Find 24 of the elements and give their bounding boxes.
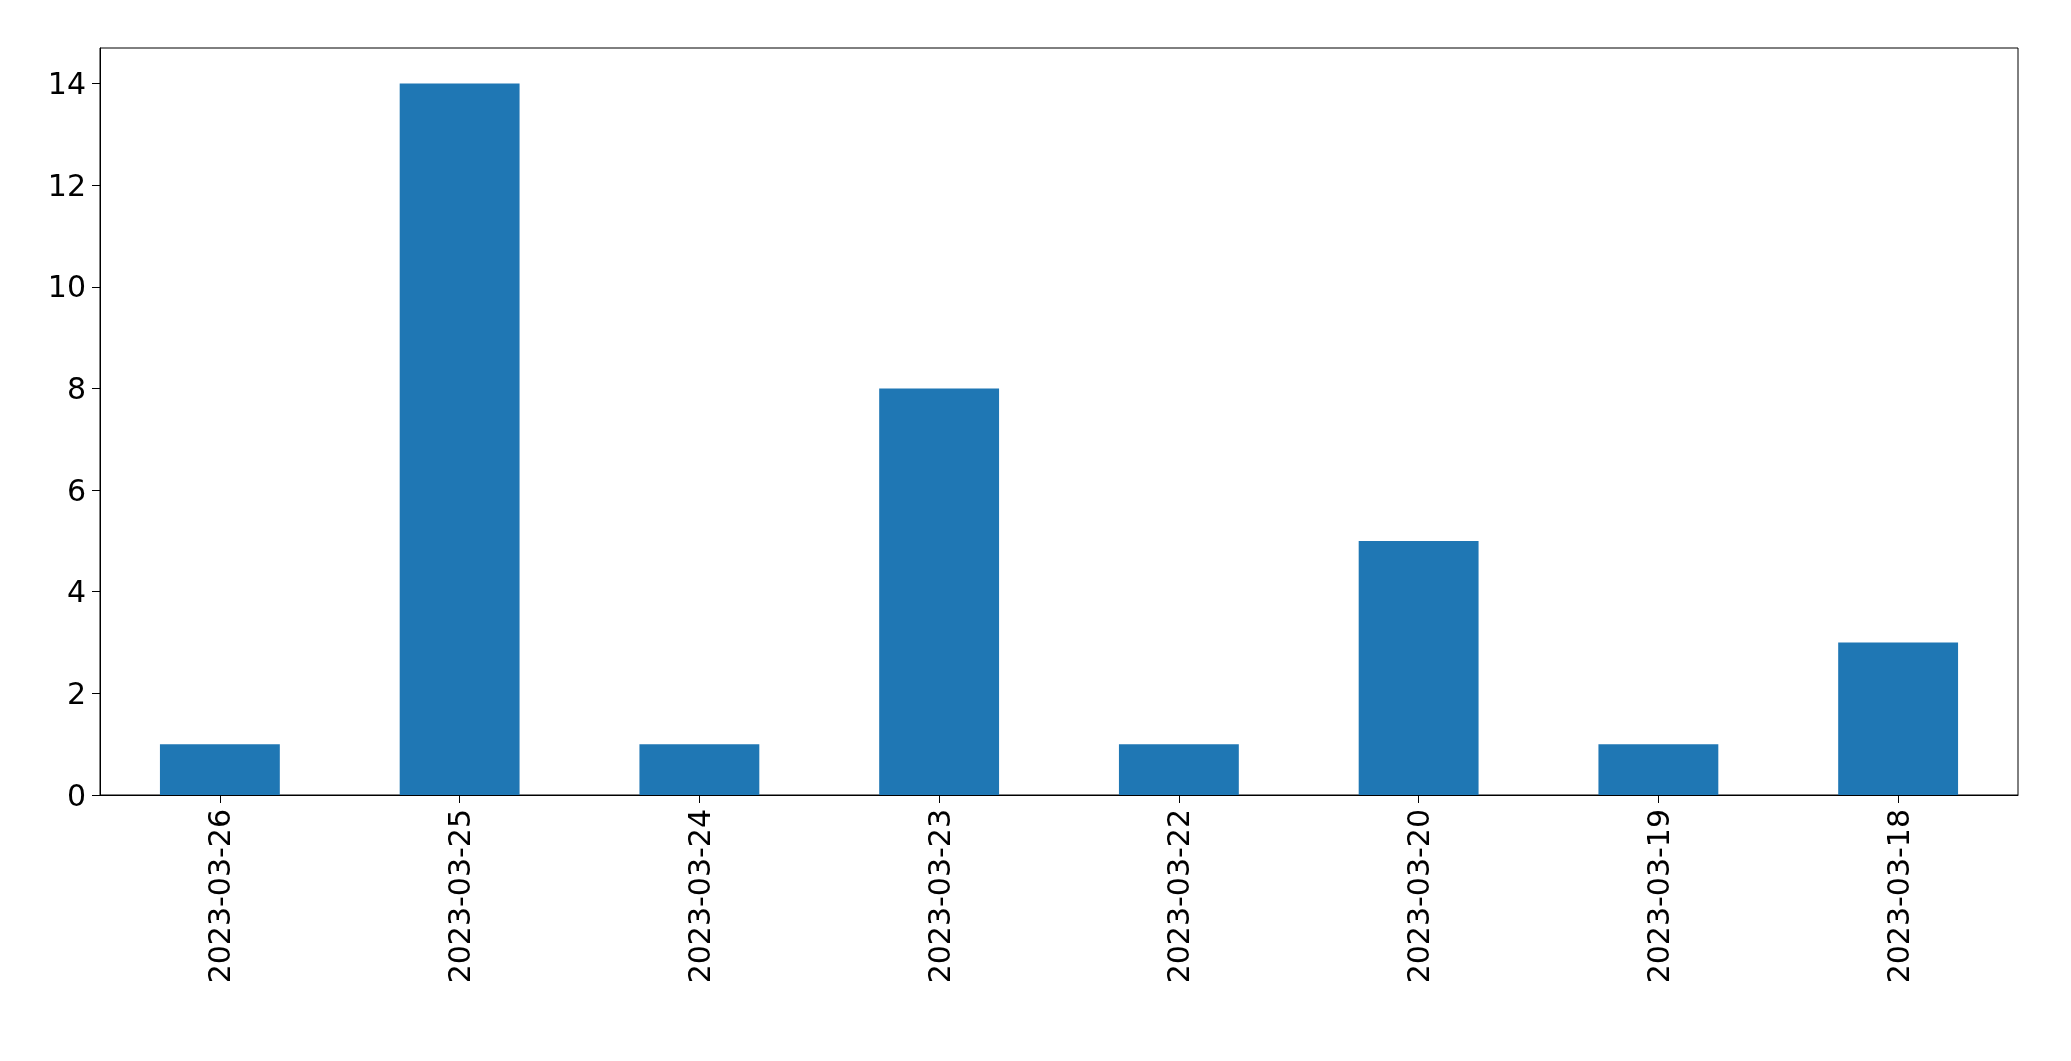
x-tick-label: 2023-03-25 [442, 809, 478, 984]
y-tick-label: 4 [66, 574, 86, 610]
y-tick-label: 8 [66, 370, 86, 406]
x-tick-label: 2023-03-19 [1640, 809, 1676, 984]
y-tick-label: 0 [66, 777, 86, 813]
x-tick-label: 2023-03-18 [1880, 809, 1916, 984]
bar [879, 388, 1000, 795]
bar [1838, 642, 1959, 795]
y-tick-label: 10 [47, 269, 86, 305]
x-tick-label: 2023-03-20 [1401, 809, 1437, 984]
y-tick-label: 6 [66, 472, 86, 508]
bar [1118, 744, 1239, 795]
bar [1358, 540, 1479, 795]
bar [399, 83, 520, 795]
bar [639, 744, 760, 795]
y-tick-label: 14 [47, 66, 86, 102]
x-tick-label: 2023-03-22 [1161, 809, 1197, 984]
bar [159, 744, 280, 795]
bar [1598, 744, 1719, 795]
y-tick-label: 2 [66, 675, 86, 711]
x-tick-label: 2023-03-23 [921, 809, 957, 984]
x-tick-label: 2023-03-24 [681, 809, 717, 984]
y-tick-label: 12 [47, 167, 86, 203]
x-tick-label: 2023-03-26 [202, 809, 238, 984]
